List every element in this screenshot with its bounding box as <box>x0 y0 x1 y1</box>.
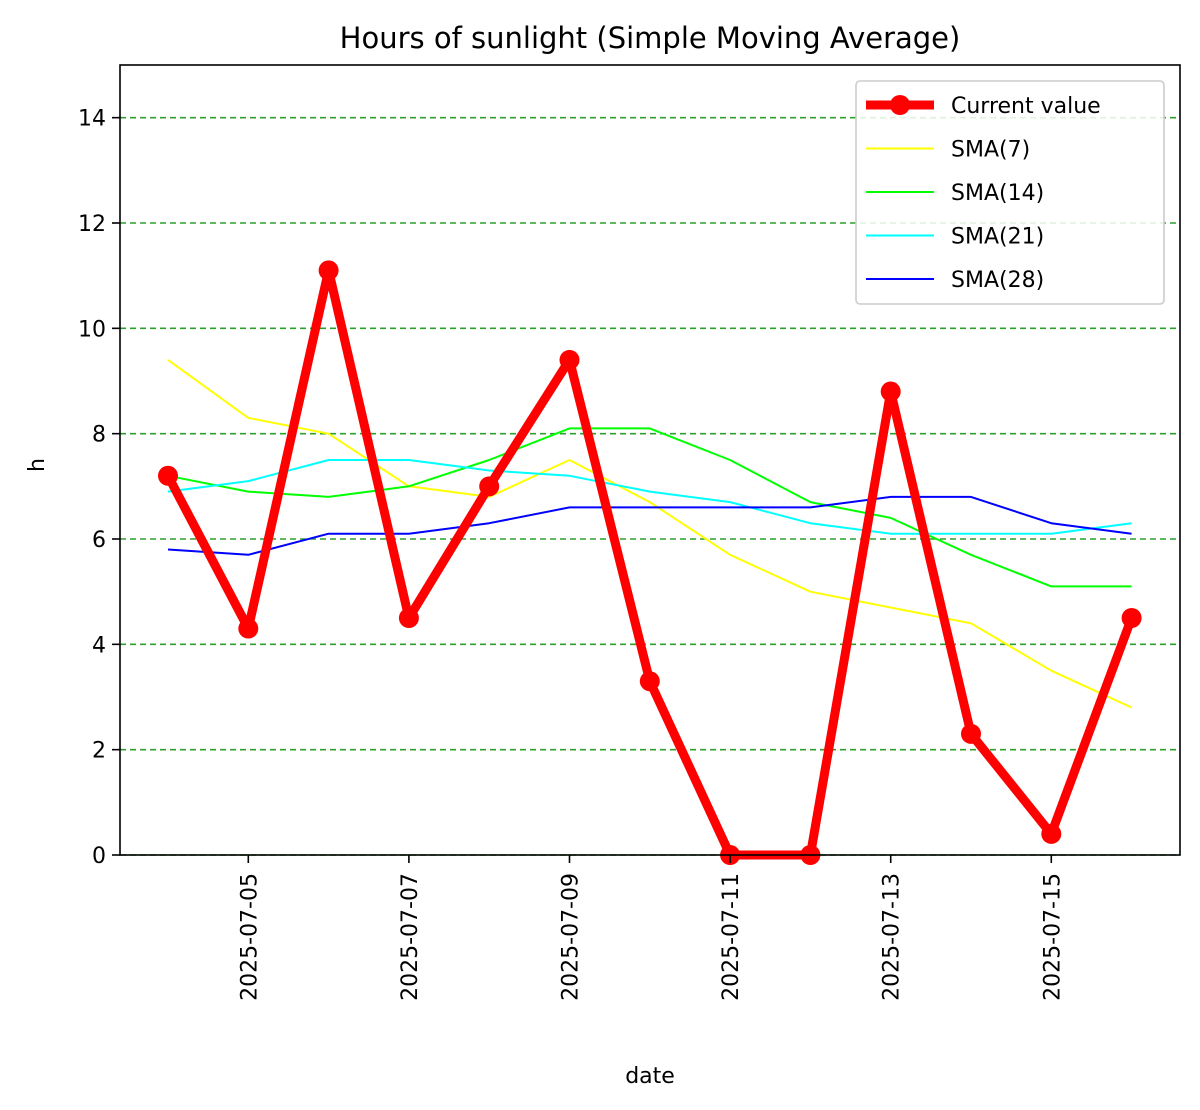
x-tick-label: 2025-07-15 <box>1040 873 1065 1001</box>
data-point <box>238 619 258 639</box>
chart: Hours of sunlight (Simple Moving Average… <box>0 0 1200 1110</box>
x-tick-label: 2025-07-13 <box>880 873 905 1001</box>
legend-marker <box>890 95 910 115</box>
x-tick-label: 2025-07-07 <box>398 873 423 1001</box>
data-point <box>158 466 178 486</box>
y-tick-label: 14 <box>78 107 106 132</box>
x-axis-label: date <box>625 1064 675 1089</box>
y-tick-label: 8 <box>92 423 106 448</box>
data-point <box>1041 824 1061 844</box>
y-tick-label: 4 <box>92 633 106 658</box>
x-tick-label: 2025-07-05 <box>237 873 262 1001</box>
data-point <box>640 671 660 691</box>
y-tick-label: 2 <box>92 739 106 764</box>
data-point <box>399 608 419 628</box>
legend-label: SMA(28) <box>951 268 1044 293</box>
x-tick-label: 2025-07-09 <box>559 873 584 1001</box>
legend-label: SMA(21) <box>951 225 1044 250</box>
data-point <box>319 260 339 280</box>
y-tick-label: 10 <box>78 317 106 342</box>
legend-label: Current value <box>951 94 1101 119</box>
data-point <box>961 724 981 744</box>
data-point <box>560 350 580 370</box>
data-point <box>479 476 499 496</box>
y-tick-label: 12 <box>78 212 106 237</box>
legend: Current value SMA(7) SMA(14) SMA(21) SMA(28) <box>856 81 1164 304</box>
chart-title: Hours of sunlight (Simple Moving Average… <box>340 21 961 55</box>
legend-label: SMA(14) <box>951 181 1044 206</box>
y-axis-label: h <box>25 458 50 472</box>
x-tick-label: 2025-07-11 <box>719 873 744 1001</box>
y-tick-label: 6 <box>92 528 106 553</box>
data-point <box>1122 608 1142 628</box>
legend-label: SMA(7) <box>951 138 1030 163</box>
y-tick-label: 0 <box>92 844 106 869</box>
data-point <box>881 382 901 402</box>
